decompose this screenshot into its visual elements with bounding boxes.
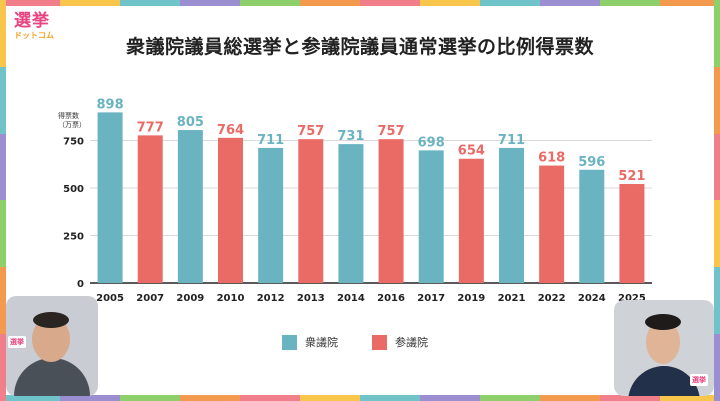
data-label: 711	[257, 133, 284, 148]
x-tick-label: 2012	[257, 293, 285, 304]
data-label: 698	[418, 135, 445, 150]
bar	[137, 135, 163, 283]
data-label: 731	[337, 129, 364, 144]
senkyo-dotcom-logo: 選挙 ドットコム	[14, 12, 66, 41]
bar	[258, 147, 284, 283]
webcam-left-badge: 選挙	[8, 336, 26, 348]
x-tick-label: 2022	[538, 293, 566, 304]
logo-sub-text: ドットコム	[14, 31, 54, 40]
x-tick-label: 2016	[377, 293, 405, 304]
legend-label-shugiin: 衆議院	[305, 336, 338, 349]
data-label: 805	[177, 115, 204, 130]
data-label: 521	[618, 169, 645, 184]
x-tick-label: 2005	[96, 293, 124, 304]
bar	[338, 144, 364, 283]
chart-legend: 衆議院 参議院	[282, 334, 428, 350]
x-tick-label: 2009	[176, 293, 204, 304]
data-label: 757	[297, 124, 324, 139]
legend-label-sangiin: 参議院	[395, 336, 428, 349]
data-label: 757	[378, 124, 405, 139]
x-tick-label: 2007	[136, 293, 164, 304]
bar	[378, 139, 404, 283]
webcam-right: 選挙	[614, 300, 714, 396]
presenter-right-hair	[645, 314, 681, 330]
webcam-right-badge: 選挙	[690, 374, 708, 386]
legend-item-sangiin: 参議院	[372, 334, 428, 350]
bar	[458, 158, 484, 283]
legend-swatch-sangiin	[372, 334, 387, 350]
bar	[619, 184, 645, 283]
frame-top-border	[0, 0, 720, 6]
bar	[579, 169, 605, 283]
bar	[418, 150, 444, 283]
bar	[298, 139, 324, 283]
x-tick-label: 2021	[498, 293, 526, 304]
x-tick-label: 2010	[217, 293, 245, 304]
data-label: 654	[458, 144, 485, 159]
x-tick-label: 2019	[457, 293, 485, 304]
bar	[97, 112, 123, 283]
data-label: 618	[538, 151, 565, 166]
x-tick-label: 2014	[337, 293, 365, 304]
data-label: 898	[97, 97, 124, 112]
webcam-left: 選挙	[6, 296, 98, 396]
logo-main-text: 選挙	[14, 11, 50, 31]
frame-right-border	[714, 0, 720, 401]
frame-bottom-border	[0, 395, 720, 401]
presenter-left-body	[14, 358, 90, 396]
bar	[177, 130, 203, 283]
y-tick-label: 0	[77, 279, 84, 290]
chart-title: 衆議院議員総選挙と参議院議員通常選挙の比例得票数	[125, 36, 594, 58]
frame-left-border	[0, 0, 6, 401]
y-tick-label: 750	[63, 137, 84, 148]
x-tick-label: 2013	[297, 293, 325, 304]
x-tick-label: 2025	[618, 293, 646, 304]
legend-item-shugiin: 衆議院	[282, 334, 338, 350]
x-tick-label: 2017	[417, 293, 445, 304]
data-label: 777	[137, 120, 164, 135]
legend-swatch-shugiin	[282, 334, 297, 350]
x-tick-label: 2024	[578, 293, 606, 304]
bar	[539, 165, 565, 283]
presenter-left-hair	[33, 312, 69, 328]
y-axis-label: 得票数	[58, 111, 79, 120]
data-label: 596	[578, 155, 605, 170]
bar	[218, 137, 243, 283]
data-label: 711	[498, 133, 525, 148]
y-axis-label-unit: （万票）	[58, 121, 86, 129]
y-tick-label: 250	[63, 232, 84, 243]
data-label: 764	[217, 123, 244, 138]
y-tick-label: 500	[63, 184, 84, 195]
bar	[499, 147, 524, 283]
